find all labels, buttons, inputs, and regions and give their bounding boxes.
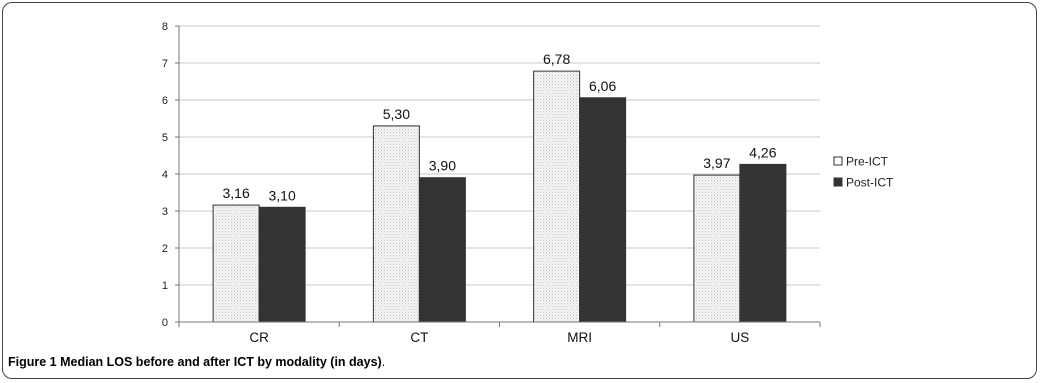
y-tick-label: 0	[162, 317, 168, 329]
data-label: 6,06	[589, 78, 616, 94]
figure-caption: Figure 1 Median LOS before and after ICT…	[8, 355, 385, 369]
bar-pre-ict	[212, 204, 260, 323]
legend-label: Post-ICT	[846, 176, 894, 190]
x-tick-label: CR	[249, 330, 269, 345]
data-label: 3,90	[429, 158, 456, 174]
bar-pre-ict	[693, 174, 741, 323]
data-label: 5,30	[383, 106, 410, 122]
y-tick-label: 4	[162, 169, 168, 181]
y-tick-label: 6	[162, 95, 168, 107]
data-label: 4,26	[749, 144, 776, 160]
y-tick-label: 8	[162, 21, 168, 33]
x-tick-label: CT	[410, 330, 428, 345]
bars: 3,16 3,10 5,30 3,90 6,78 6,06 3,97 4,26	[212, 51, 787, 323]
bar-post-ict	[418, 177, 466, 323]
bar-post-ict	[739, 163, 787, 323]
bar-pre-ict	[533, 70, 581, 323]
y-tick-label: 5	[162, 132, 168, 144]
x-tick-label: US	[730, 330, 749, 345]
data-label: 3,10	[269, 187, 296, 203]
figure-label: Figure 1	[8, 355, 57, 369]
y-tick-label: 2	[162, 243, 168, 255]
caption-text: Median LOS before and after ICT by modal…	[60, 355, 382, 369]
legend: Pre-ICT Post-ICT	[833, 155, 894, 190]
figure-frame	[2, 2, 1037, 379]
data-label: 3,16	[223, 185, 250, 201]
legend-swatch	[833, 177, 843, 187]
bar-pre-ict	[372, 125, 420, 323]
legend-swatch	[833, 156, 843, 166]
legend-label: Pre-ICT	[846, 155, 889, 169]
bar-post-ict	[258, 206, 306, 323]
y-axis: 0 1 2 3 4 5 6 7 8	[162, 21, 180, 329]
data-label: 6,78	[543, 51, 570, 67]
bar-chart: 0 1 2 3 4 5 6 7 8 3,16 3,10 5,30 3,90 6,78 6,06 3,97 4,…	[162, 21, 894, 345]
caption-end: .	[381, 355, 386, 369]
x-tick-label: MRI	[567, 330, 592, 345]
bar-post-ict	[579, 97, 627, 323]
data-label: 3,97	[703, 155, 730, 171]
y-tick-label: 1	[162, 280, 168, 292]
y-tick-label: 3	[162, 206, 168, 218]
y-tick-label: 7	[162, 58, 168, 70]
x-axis: CR CT MRI US	[178, 321, 821, 345]
